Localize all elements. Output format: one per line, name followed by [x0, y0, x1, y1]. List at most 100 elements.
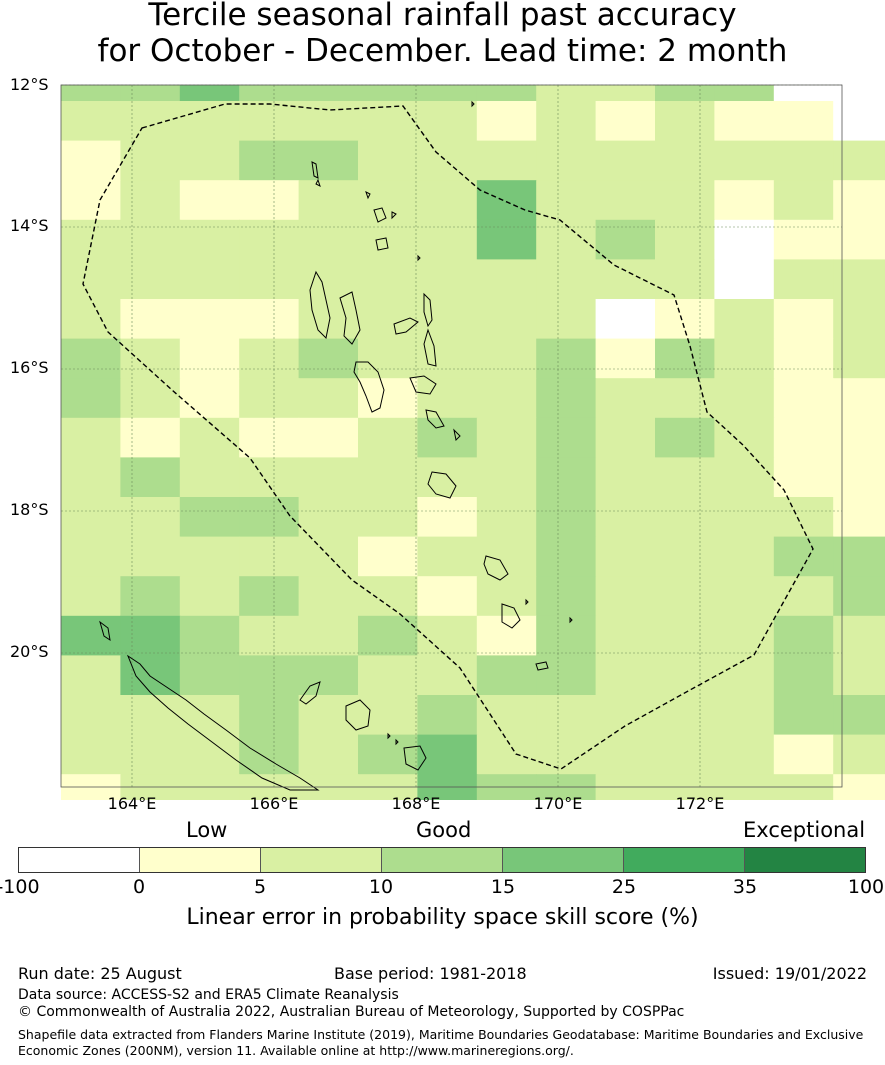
- grid-cell: [536, 85, 597, 102]
- grid-cell: [179, 655, 240, 696]
- grid-cell: [536, 695, 597, 736]
- grid-cell: [773, 576, 834, 617]
- grid-cell: [358, 576, 418, 617]
- grid-cell: [298, 695, 359, 736]
- grid-cell: [358, 219, 418, 260]
- colorbar: [18, 847, 866, 873]
- grid-cell: [120, 695, 181, 736]
- grid-cell: [773, 338, 834, 379]
- grid-cell: [833, 259, 885, 300]
- grid-cell: [417, 536, 478, 577]
- grid-cell: [833, 655, 885, 696]
- grid-cell: [179, 615, 240, 656]
- grid-cell: [833, 576, 885, 617]
- grid-cell: [358, 85, 418, 102]
- grid-cell: [358, 734, 418, 775]
- island-maewo: [423, 292, 433, 328]
- grid-cell: [417, 338, 478, 379]
- grid-cell: [476, 417, 537, 458]
- grid-cell: [179, 378, 240, 419]
- grid-cell: [476, 140, 537, 181]
- grid-cell: [358, 259, 418, 300]
- grid-cell: [179, 180, 240, 221]
- gridlines: [61, 84, 842, 787]
- grid-cell: [120, 180, 181, 221]
- grid-cell: [298, 299, 359, 340]
- grid-cell: [655, 140, 715, 181]
- grid-cell: [417, 101, 478, 142]
- grid-cell: [833, 101, 885, 142]
- grid-cell: [61, 457, 121, 498]
- grid-cell: [476, 299, 537, 340]
- grid-cell: [120, 457, 181, 498]
- grid-cell: [655, 576, 715, 617]
- grid-cell: [536, 180, 597, 221]
- coastline: [99, 100, 573, 791]
- grid-cell: [476, 219, 537, 260]
- grid-cell: [417, 497, 478, 538]
- grid-cell: [833, 180, 885, 221]
- colorbar-tick-35: 35: [732, 876, 758, 898]
- grid-cell: [61, 85, 121, 102]
- grid-cell: [536, 338, 597, 379]
- grid-cell: [476, 180, 537, 221]
- lat-label-14s: 14°S: [10, 216, 49, 235]
- grid-cell: [536, 497, 597, 538]
- island-belep: [99, 620, 111, 642]
- grid-cell: [120, 299, 181, 340]
- legend-category-exceptional: Exceptional: [743, 818, 866, 842]
- grid-cell: [298, 536, 359, 577]
- colorbar-segment-1: [19, 848, 140, 872]
- grid-cell: [773, 417, 834, 458]
- grid-cell: [655, 378, 715, 419]
- island-aneityum: [535, 661, 549, 671]
- grid-cell: [714, 497, 775, 538]
- island-ouvea: [299, 681, 321, 705]
- grid-cell: [239, 417, 300, 458]
- grid-cell: [595, 338, 656, 379]
- grid-cell: [833, 695, 885, 736]
- grid-cell: [536, 457, 597, 498]
- grid-cell: [476, 101, 537, 142]
- grid-cell: [179, 140, 240, 181]
- lon-label-166e: 166°E: [249, 794, 299, 813]
- grid-cell: [239, 299, 300, 340]
- grid-cell: [595, 615, 656, 656]
- grid-cell: [61, 417, 121, 458]
- grid-cell: [61, 180, 121, 221]
- grid-cell: [179, 457, 240, 498]
- grid-cell: [655, 497, 715, 538]
- grid-cell: [298, 180, 359, 221]
- island-new-caledonia: [126, 654, 320, 791]
- island-espiritu-santo: [309, 270, 331, 340]
- grid-cell: [358, 180, 418, 221]
- grid-cell: [120, 219, 181, 260]
- grid-cell: [120, 536, 181, 577]
- grid-cell: [476, 497, 537, 538]
- grid-cell: [239, 259, 300, 300]
- grid-cell: [773, 457, 834, 498]
- island-banks-1: [373, 207, 387, 223]
- grid-cell: [298, 417, 359, 458]
- grid-cell: [120, 378, 181, 419]
- grid-cell: [833, 338, 885, 379]
- grid-cell: [714, 378, 775, 419]
- grid-cell: [655, 615, 715, 656]
- grid-cell: [239, 497, 300, 538]
- grid-cell: [773, 695, 834, 736]
- grid-cell: [239, 180, 300, 221]
- grid-cell: [773, 259, 834, 300]
- grid-cell: [61, 576, 121, 617]
- grid-cell: [239, 140, 300, 181]
- colorbar-tick-10: 10: [368, 876, 394, 898]
- grid-cell: [714, 219, 775, 260]
- grid-cell: [476, 457, 537, 498]
- eez-boundary: [82, 103, 814, 770]
- grid-cell: [595, 259, 656, 300]
- grid-cell: [714, 417, 775, 458]
- grid-cell: [714, 85, 775, 102]
- grid-cell: [239, 338, 300, 379]
- grid-cell: [714, 101, 775, 142]
- colorbar-segment-7: [745, 848, 865, 872]
- grid-cell: [417, 140, 478, 181]
